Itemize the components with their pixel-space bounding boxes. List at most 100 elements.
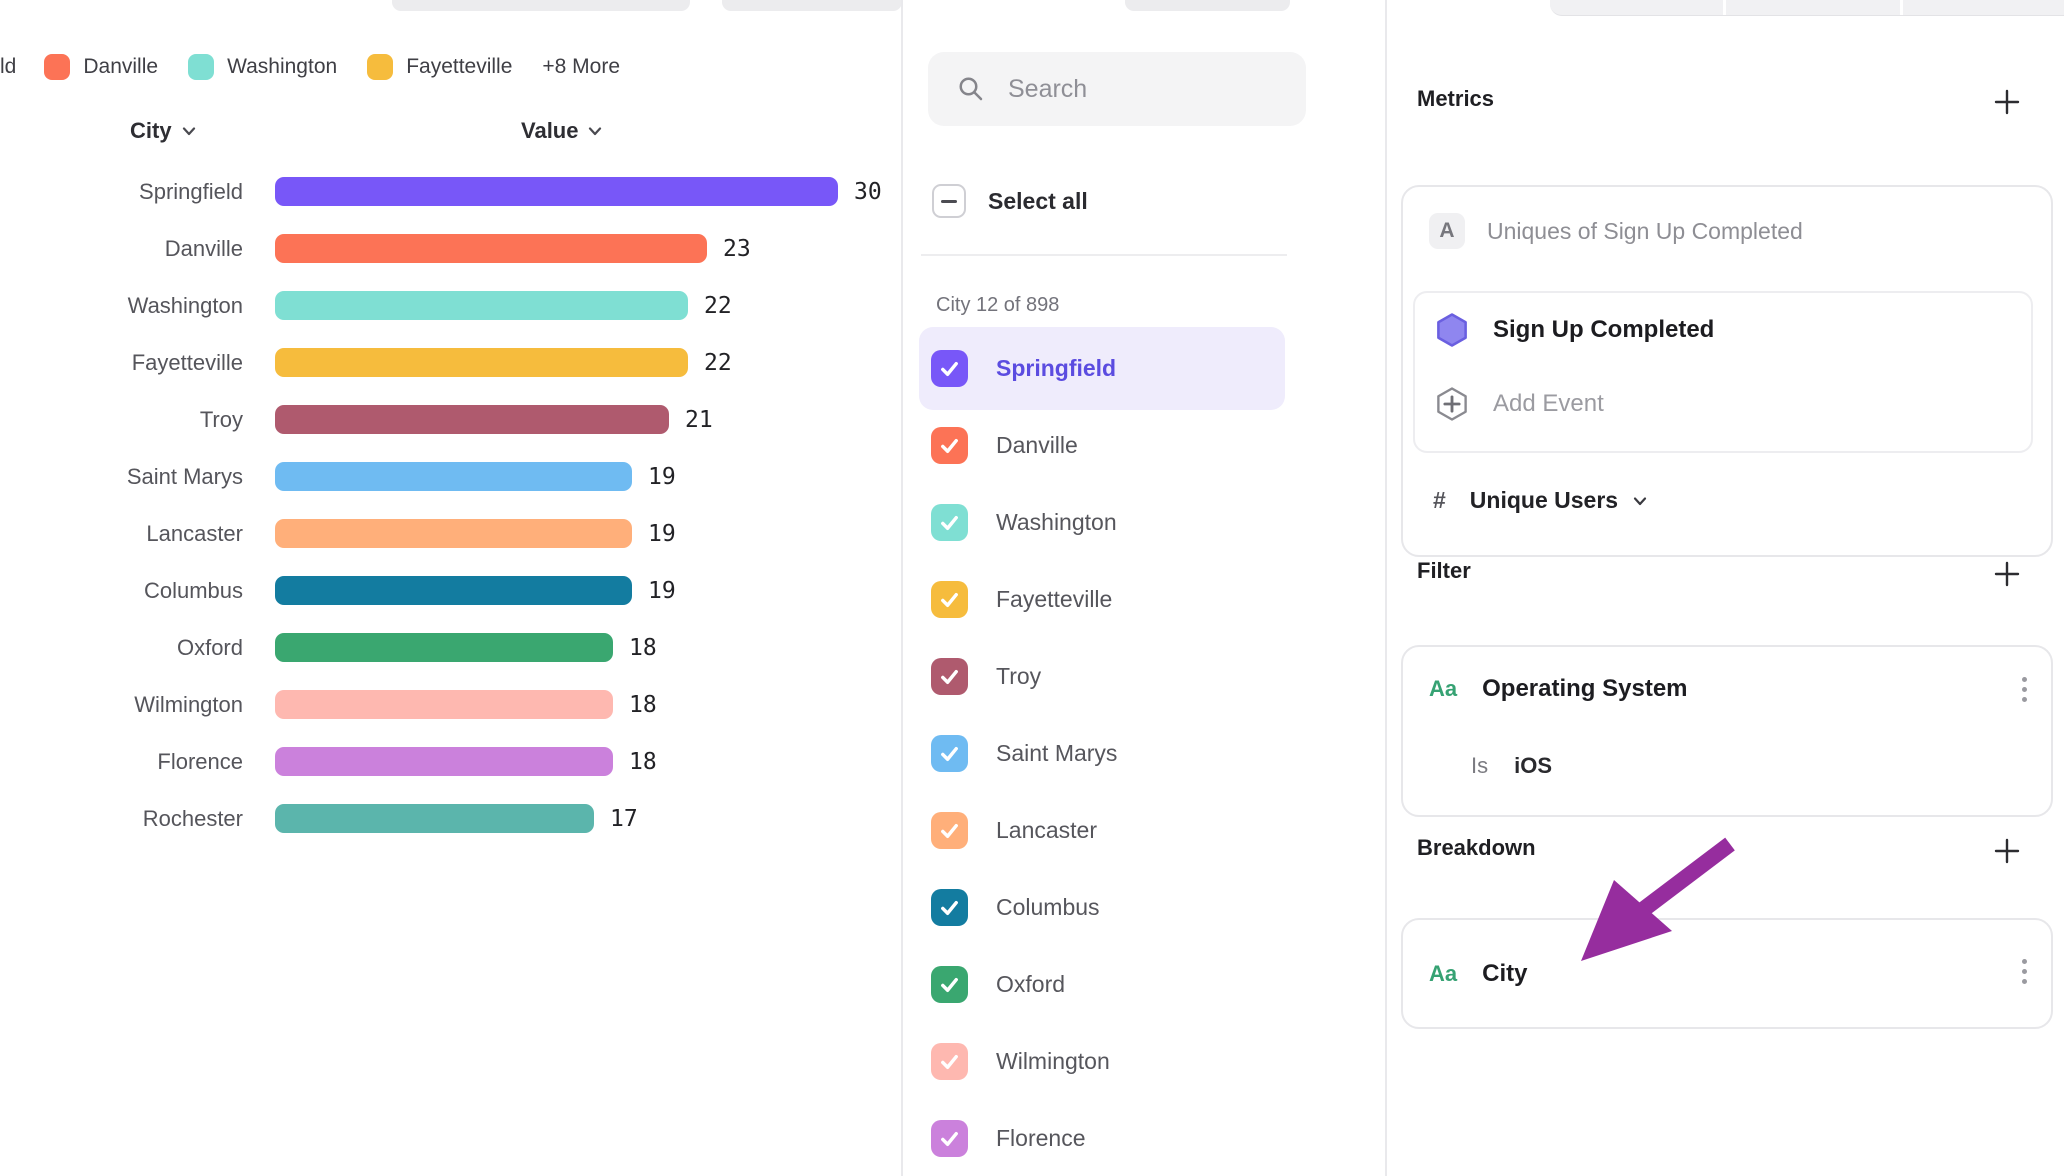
string-type-icon: Aa [1429, 676, 1458, 701]
bar-value-label: 19 [648, 520, 676, 547]
city-checkbox[interactable] [931, 427, 968, 464]
city-label: Oxford [996, 971, 1066, 997]
column-header-city[interactable]: City [130, 118, 197, 144]
add-breakdown-button[interactable] [1987, 831, 2027, 871]
city-list-item[interactable]: Columbus [903, 869, 1385, 946]
bar-category-label: Springfield [139, 178, 243, 204]
city-checkbox[interactable] [931, 1120, 968, 1157]
filter-property-row[interactable]: Aa Operating System [1429, 647, 1688, 731]
event-row[interactable]: Sign Up Completed [1433, 311, 1714, 349]
city-list-item[interactable]: Troy [903, 638, 1385, 715]
bar[interactable] [275, 177, 838, 206]
city-checkbox[interactable] [931, 812, 968, 849]
city-label: Columbus [996, 894, 1100, 920]
city-checkbox-list: Springfield Danville Washington Fayettevill… [903, 327, 1385, 1176]
legend-item[interactable]: Danville [44, 54, 158, 80]
breakdown-property-name: City [1482, 959, 1528, 987]
bar-row: Florence 18 [0, 733, 901, 790]
cutoff-tab [1125, 0, 1290, 11]
bar[interactable] [275, 576, 632, 605]
city-checkbox[interactable] [931, 504, 968, 541]
bar[interactable] [275, 804, 594, 833]
breakdown-options-menu[interactable] [2009, 959, 2039, 984]
add-event-row[interactable]: Add Event [1433, 385, 1604, 423]
bar[interactable] [275, 291, 688, 320]
add-filter-button[interactable] [1987, 554, 2027, 594]
select-all-checkbox-indeterminate[interactable] [932, 184, 966, 218]
city-list-item[interactable]: Lancaster [903, 792, 1385, 869]
filter-card: Aa Operating System Is iOS [1401, 645, 2053, 817]
event-hexagon-icon [1437, 313, 1467, 347]
city-checkbox[interactable] [931, 966, 968, 1003]
bar[interactable] [275, 633, 613, 662]
legend-item[interactable]: Fayetteville [367, 54, 512, 80]
check-icon [941, 1131, 958, 1146]
city-list-item[interactable]: Springfield [903, 327, 1385, 410]
bar[interactable] [275, 405, 669, 434]
filter-operator: Is [1471, 753, 1489, 778]
legend-more-link[interactable]: +8 More [542, 55, 621, 78]
bar-category-label: Danville [164, 235, 243, 261]
bar[interactable] [275, 747, 613, 776]
bar[interactable] [275, 462, 632, 491]
bar-row: Lancaster 19 [0, 505, 901, 562]
search-input[interactable] [1006, 73, 1290, 105]
city-checkbox[interactable] [931, 581, 968, 618]
legend-swatch [188, 54, 215, 80]
filter-property-name: Operating System [1482, 675, 1688, 702]
city-list-item[interactable]: Wilmington [903, 1023, 1385, 1100]
select-all-row[interactable]: Select all [932, 184, 1088, 218]
bar[interactable] [275, 348, 688, 377]
measurement-dropdown[interactable]: # Unique Users [1433, 487, 1648, 514]
city-list-item[interactable]: Oxford [903, 946, 1385, 1023]
filter-section-title: Filter [1417, 558, 1471, 583]
city-list-item[interactable]: Florence [903, 1100, 1385, 1176]
bar-row: Rochester 17 [0, 790, 901, 847]
cutoff-segmented-control [1550, 0, 2064, 16]
city-checkbox[interactable] [931, 658, 968, 695]
city-label: Florence [996, 1125, 1086, 1151]
city-checkbox[interactable] [931, 1043, 968, 1080]
column-header-city-label: City [130, 118, 172, 143]
legend-label: Fayetteville [406, 55, 513, 78]
city-checkbox[interactable] [931, 350, 968, 387]
bar-value-label: 18 [629, 691, 657, 718]
bar-category-label: Wilmington [134, 691, 243, 717]
city-checkbox[interactable] [931, 735, 968, 772]
metrics-section-title: Metrics [1417, 86, 1495, 111]
check-icon [941, 977, 958, 992]
chevron-down-icon [589, 127, 602, 136]
bar[interactable] [275, 519, 632, 548]
bar-row: Saint Marys 19 [0, 448, 901, 505]
plus-icon [1994, 561, 2020, 587]
city-list-item[interactable]: Danville [903, 407, 1385, 484]
filter-options-menu[interactable] [2009, 677, 2039, 702]
city-list-item[interactable]: Washington [903, 484, 1385, 561]
legend-item[interactable]: Washington [188, 54, 337, 80]
add-metric-button[interactable] [1987, 82, 2027, 122]
check-icon [941, 592, 958, 607]
city-list-item[interactable]: Fayetteville [903, 561, 1385, 638]
bar-row: Troy 21 [0, 391, 901, 448]
filter-condition-row[interactable]: Is iOS [1471, 753, 1552, 779]
bar-value-label: 18 [629, 748, 657, 775]
check-icon [941, 361, 958, 376]
city-label: Fayetteville [996, 586, 1113, 612]
legend-item-truncated: ld [0, 55, 17, 78]
bar-row: Columbus 19 [0, 562, 901, 619]
city-list-item[interactable]: Saint Marys [903, 715, 1385, 792]
column-header-value[interactable]: Value [521, 118, 603, 144]
bar-category-label: Florence [157, 748, 243, 774]
metric-letter-badge: A [1429, 213, 1465, 249]
measurement-label: Unique Users [1469, 487, 1619, 513]
bar[interactable] [275, 234, 707, 263]
city-checkbox[interactable] [931, 889, 968, 926]
bar[interactable] [275, 690, 613, 719]
breakdown-property-row[interactable]: Aa City [1429, 920, 1527, 1027]
bar-category-label: Washington [127, 292, 243, 318]
check-icon [941, 823, 958, 838]
bar-chart-panel: ld Danville Washington Fayetteville +8 Mor… [0, 0, 901, 1176]
metric-header-row[interactable]: A Uniques of Sign Up Completed [1429, 213, 1803, 249]
check-icon [941, 438, 958, 453]
search-box[interactable] [928, 52, 1306, 126]
